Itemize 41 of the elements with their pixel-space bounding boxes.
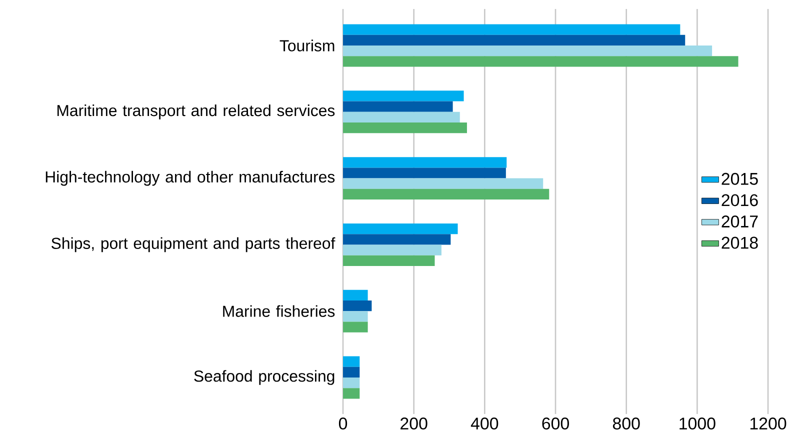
- bar: [343, 311, 368, 322]
- bar: [343, 56, 738, 67]
- legend-label: 2018: [722, 236, 758, 249]
- x-tick-label: 400: [470, 418, 498, 430]
- y-tick-label: High-technology and other manufactures: [46, 170, 335, 186]
- y-tick-label: Maritime transport and related services: [57, 104, 335, 120]
- bar: [343, 388, 360, 399]
- y-tick-label: Ships, port equipment and parts thereof: [52, 237, 336, 252]
- bar: [343, 168, 506, 178]
- bar: [343, 46, 712, 56]
- legend-label: 2017: [722, 215, 758, 228]
- y-tick-label: Marine fisheries: [223, 305, 335, 317]
- bar: [343, 244, 442, 256]
- bar: [343, 300, 372, 312]
- bar: [343, 157, 507, 168]
- bar: [343, 90, 464, 102]
- bar: [343, 34, 686, 46]
- bar: [343, 356, 360, 367]
- bar: [343, 24, 680, 35]
- bar: [343, 366, 360, 378]
- bar: [343, 178, 544, 189]
- legend-label: 2015: [722, 172, 758, 185]
- bar: [343, 255, 435, 266]
- bar: [343, 234, 451, 245]
- legend-label: 2016: [722, 194, 758, 206]
- bar: [343, 122, 467, 134]
- bar: [343, 377, 360, 388]
- y-tick-label: Tourism: [280, 40, 334, 52]
- bar: [343, 188, 550, 200]
- y-tick-label: Seafood processing: [194, 370, 334, 385]
- bar: [343, 290, 368, 300]
- x-tick-label: 0: [338, 418, 348, 430]
- x-tick-label: 1000: [680, 418, 716, 430]
- x-tick-label: 200: [400, 418, 428, 430]
- bar: [343, 112, 460, 123]
- x-tick-label: 1200: [750, 418, 786, 430]
- bar: [343, 322, 368, 332]
- bar: [343, 223, 458, 234]
- x-tick-label: 600: [542, 418, 569, 430]
- bar: [343, 101, 453, 112]
- x-tick-label: 800: [612, 418, 640, 430]
